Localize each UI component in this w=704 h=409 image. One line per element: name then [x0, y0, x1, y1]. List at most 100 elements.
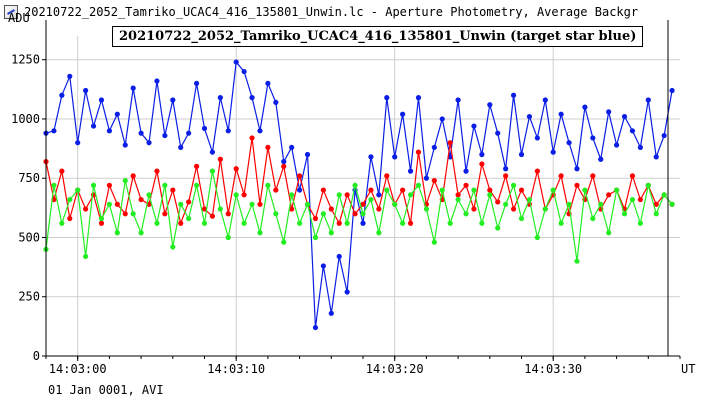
data-point-comparison-1: [217, 156, 223, 162]
data-point-target: [423, 175, 429, 181]
data-point-comparison-2: [534, 234, 540, 241]
data-point-comparison-1: [225, 211, 231, 217]
data-point-comparison-2: [368, 196, 374, 203]
data-point-comparison-1: [344, 192, 350, 198]
data-point-target: [431, 144, 437, 151]
data-point-comparison-2: [114, 230, 120, 236]
data-point-comparison-2: [376, 230, 382, 236]
data-point-comparison-1: [289, 206, 295, 212]
series-line-target: [45, 60, 673, 328]
data-point-comparison-2: [297, 220, 303, 226]
data-point-comparison-1: [154, 168, 160, 174]
data-point-target: [598, 156, 604, 162]
data-point-target: [114, 111, 120, 117]
data-point-target: [98, 97, 105, 103]
x-tick-label: 14:03:30: [524, 362, 582, 376]
data-point-comparison-2: [257, 230, 263, 236]
data-point-comparison-2: [407, 192, 414, 198]
data-point-target: [51, 128, 57, 134]
y-tick-label: 1000: [11, 112, 40, 126]
data-point-comparison-1: [360, 201, 366, 207]
data-point-comparison-2: [669, 201, 675, 207]
data-point-comparison-2: [645, 182, 651, 188]
data-point-comparison-1: [83, 206, 89, 212]
data-point-target: [106, 128, 112, 134]
data-point-comparison-2: [495, 225, 501, 231]
data-point-comparison-2: [336, 192, 342, 198]
data-point-comparison-1: [606, 192, 612, 198]
data-point-comparison-2: [463, 211, 469, 217]
data-point-comparison-2: [304, 201, 311, 207]
data-point-comparison-2: [447, 220, 453, 226]
x-axis-label: UT: [681, 362, 695, 376]
data-point-target: [83, 87, 89, 94]
data-point-comparison-1: [59, 168, 65, 174]
data-point-comparison-2: [653, 211, 659, 217]
data-point-comparison-1: [376, 206, 382, 212]
data-point-comparison-1: [629, 173, 636, 179]
data-point-comparison-1: [114, 201, 120, 207]
data-point-target: [209, 149, 216, 155]
data-point-comparison-1: [241, 192, 247, 198]
data-point-comparison-2: [344, 220, 350, 226]
data-point-comparison-1: [138, 196, 144, 203]
data-point-comparison-2: [265, 182, 271, 188]
data-point-target: [130, 85, 136, 91]
data-point-target: [614, 142, 620, 148]
data-point-comparison-2: [130, 211, 136, 217]
data-point-comparison-2: [542, 206, 548, 212]
data-point-comparison-1: [534, 168, 540, 174]
data-point-comparison-1: [415, 149, 422, 155]
x-tick-label: 14:03:10: [207, 362, 265, 376]
data-point-target: [526, 113, 533, 120]
data-point-target: [590, 135, 596, 141]
data-point-target: [518, 151, 525, 158]
data-point-target: [249, 95, 255, 101]
data-point-comparison-1: [320, 187, 326, 193]
data-point-comparison-2: [201, 220, 208, 226]
data-point-target: [669, 87, 675, 94]
data-point-comparison-2: [217, 206, 223, 212]
data-point-target: [645, 97, 651, 103]
data-point-target: [297, 187, 303, 193]
data-point-target: [653, 154, 659, 160]
data-point-target: [344, 289, 350, 295]
chart-icon[interactable]: [4, 5, 18, 19]
data-point-comparison-2: [550, 187, 556, 193]
data-point-comparison-2: [423, 206, 429, 212]
data-point-comparison-2: [614, 187, 620, 193]
data-point-comparison-2: [106, 201, 112, 207]
data-point-target: [479, 151, 485, 158]
data-point-target: [661, 132, 667, 139]
data-point-comparison-1: [201, 206, 208, 212]
data-point-target: [312, 324, 319, 331]
data-point-target: [455, 97, 461, 103]
data-point-comparison-1: [130, 173, 136, 179]
data-point-comparison-1: [518, 187, 525, 193]
data-point-comparison-2: [83, 253, 89, 260]
data-point-comparison-1: [558, 173, 564, 179]
data-point-comparison-2: [178, 201, 184, 207]
data-point-comparison-1: [122, 211, 128, 217]
data-point-target: [384, 95, 390, 101]
data-point-comparison-2: [431, 239, 437, 245]
x-tick-label: 14:03:00: [49, 362, 107, 376]
data-point-comparison-2: [479, 220, 485, 226]
data-point-comparison-2: [598, 201, 604, 207]
data-point-comparison-1: [463, 182, 469, 188]
data-point-comparison-2: [138, 230, 144, 236]
data-point-target: [534, 135, 540, 141]
data-point-comparison-2: [59, 220, 65, 226]
data-point-comparison-2: [526, 196, 533, 203]
data-point-comparison-1: [328, 206, 334, 212]
data-point-comparison-2: [98, 215, 105, 222]
data-point-target: [304, 151, 311, 158]
data-point-target: [170, 97, 176, 103]
data-point-comparison-1: [510, 206, 517, 212]
data-point-target: [407, 168, 414, 174]
data-point-comparison-2: [566, 201, 572, 207]
footer-date-source: 01 Jan 0001, AVI: [48, 383, 164, 397]
data-point-target: [201, 125, 208, 132]
data-point-comparison-1: [162, 211, 168, 217]
data-point-comparison-2: [503, 201, 509, 207]
